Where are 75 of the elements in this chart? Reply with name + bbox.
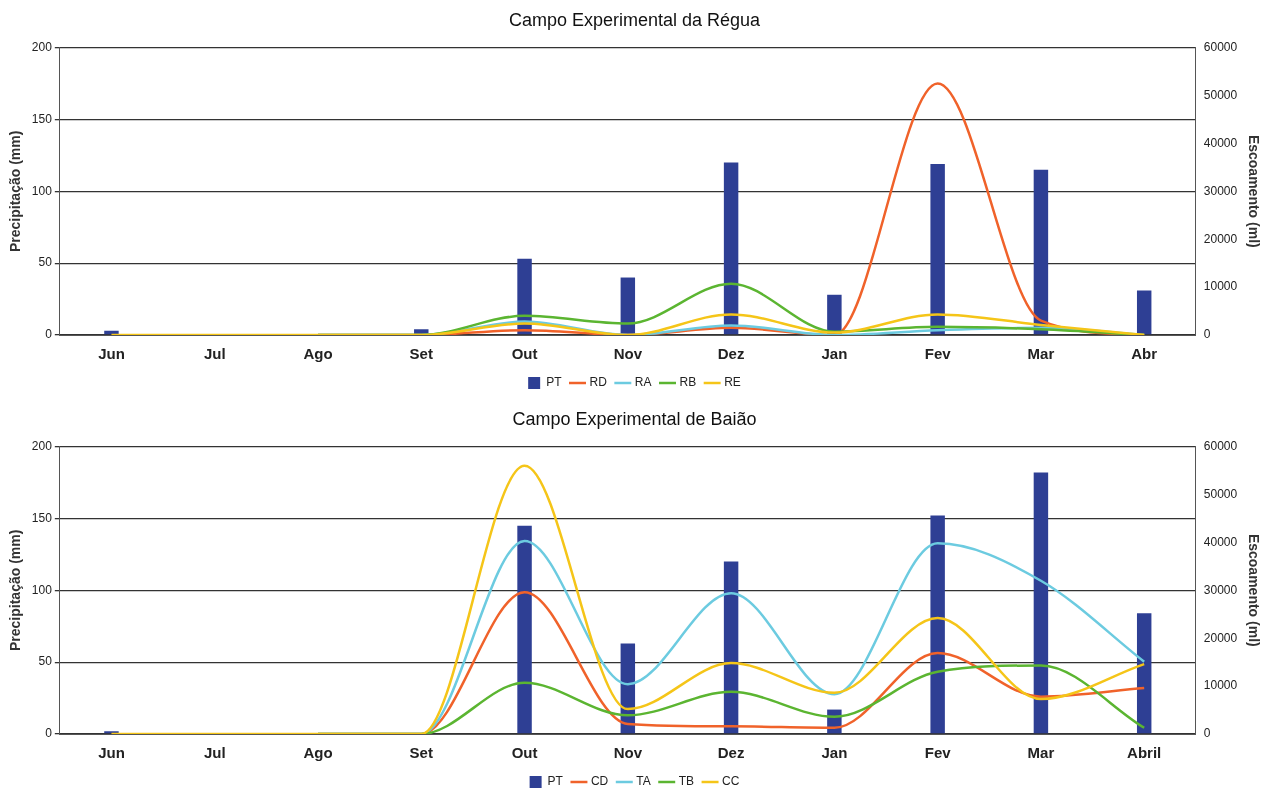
y-tick-label: 0 (45, 327, 53, 342)
line-series (110, 313, 1146, 335)
x-tick-label: Abr (1131, 345, 1158, 363)
x-tick-label: Nov (613, 345, 643, 363)
x-tick-label: Abril (1127, 744, 1162, 762)
legend-label: CC (722, 774, 740, 789)
y-tick-label: 0 (45, 726, 53, 741)
y2-tick-label: 10000 (1203, 678, 1238, 693)
bar (930, 515, 945, 734)
x-tick-label: Jun (98, 744, 125, 762)
x-tick-label: Jul (203, 744, 226, 762)
y2-tick-label: 0 (1203, 726, 1211, 741)
y-axis-title: Precipitação (mm) (7, 130, 24, 252)
chart-title: Campo Experimental da Régua (508, 9, 762, 30)
x-tick-label: Set (409, 744, 433, 762)
x-tick-label: Jun (98, 345, 125, 363)
legend-label: PT (546, 375, 563, 390)
bar (723, 162, 739, 335)
legend-label: RE (724, 375, 741, 390)
legend-label: RA (634, 375, 652, 390)
x-tick-label: Dez (717, 345, 745, 363)
y-tick-label: 200 (31, 39, 53, 54)
y2-axis-title: Escoamento (ml) (1245, 134, 1262, 248)
y-tick-label: 100 (31, 582, 53, 597)
bar (414, 329, 429, 335)
y2-tick-label: 40000 (1203, 135, 1238, 150)
x-tick-label: Jan (821, 345, 848, 363)
bar (517, 525, 532, 734)
y2-tick-label: 50000 (1203, 87, 1238, 102)
bar (930, 164, 945, 335)
x-tick-label: Mar (1027, 345, 1055, 363)
legend-label: RB (679, 375, 697, 390)
x-tick-label: Jan (821, 744, 848, 762)
y2-tick-label: 20000 (1203, 630, 1238, 645)
y2-axis-title: Escoamento (ml) (1245, 533, 1262, 647)
x-tick-label: Mar (1027, 744, 1055, 762)
x-tick-label: Fev (924, 744, 952, 762)
legend-label: CD (590, 774, 609, 789)
y-tick-label: 50 (38, 255, 53, 270)
bar (1033, 169, 1049, 335)
y2-tick-label: 60000 (1203, 438, 1238, 453)
x-tick-label: Out (511, 744, 538, 762)
y2-tick-label: 10000 (1203, 279, 1238, 294)
x-tick-label: Out (511, 345, 538, 363)
y-tick-label: 150 (31, 510, 53, 525)
x-tick-label: Jul (203, 345, 226, 363)
y2-tick-label: 0 (1203, 327, 1211, 342)
x-tick-label: Nov (613, 744, 643, 762)
legend-label: RD (589, 375, 608, 390)
y2-tick-label: 40000 (1203, 534, 1238, 549)
y2-tick-label: 60000 (1203, 39, 1238, 54)
y-tick-label: 150 (31, 111, 53, 126)
y-tick-label: 100 (31, 183, 53, 198)
x-tick-label: Fev (924, 345, 952, 363)
legend-label: TA (636, 774, 651, 789)
bar (1033, 472, 1049, 734)
y-tick-label: 200 (31, 438, 53, 453)
y-axis-title: Precipitação (mm) (7, 529, 24, 651)
bar (104, 731, 119, 734)
y2-tick-label: 20000 (1203, 231, 1238, 246)
bar (620, 277, 636, 335)
x-tick-label: Dez (717, 744, 745, 762)
y2-tick-label: 50000 (1203, 486, 1238, 501)
x-tick-label: Set (409, 345, 433, 363)
y-tick-label: 50 (38, 654, 53, 669)
legend-label: TB (678, 774, 695, 789)
y2-tick-label: 30000 (1203, 183, 1238, 198)
x-tick-label: Ago (303, 744, 333, 762)
legend-label: PT (547, 774, 564, 789)
bar (1136, 613, 1152, 734)
chart-title: Campo Experimental de Baião (512, 408, 757, 429)
y2-tick-label: 30000 (1203, 582, 1238, 597)
x-tick-label: Ago (303, 345, 333, 363)
bar (1136, 290, 1152, 335)
line-series (110, 464, 1146, 734)
